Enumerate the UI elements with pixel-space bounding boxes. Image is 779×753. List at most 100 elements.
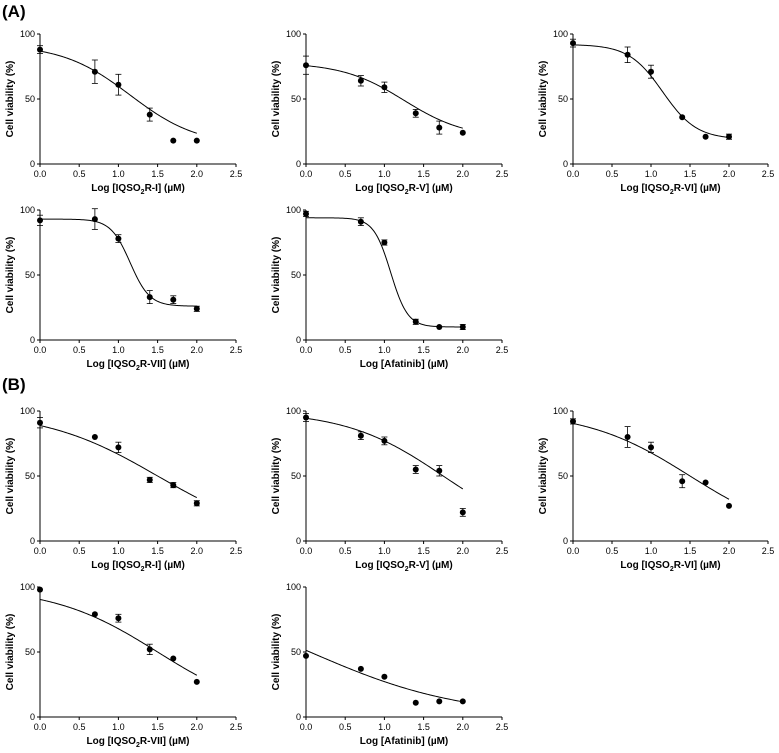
data-point [726,133,732,140]
y-axis-title: Cell viability (%) [271,237,282,314]
data-point [702,133,709,140]
x-axis-title: Log [IQSO2R-V] (µM) [355,183,452,196]
data-point [146,476,153,483]
data-point [726,502,732,509]
x-tick-label: 0.0 [567,169,580,179]
data-point [170,655,177,662]
data-point [170,296,177,303]
x-tick-label: 2.0 [457,169,470,179]
x-axis-title: Log [IQSO2R-I] (µM) [91,560,185,573]
data-point [357,77,364,84]
x-axis-title-rest: R-VII] (µM) [140,359,190,370]
fit-curve [305,65,463,129]
chart-b-8: 0.0 0.5 1.0 1.5 2.0 2.5 0 50 100 Log [IQSO2R-VI] … [538,406,774,573]
y-tick-label: 0 [30,536,35,546]
x-axis-title-subscript: 2 [670,566,674,573]
data-point [459,509,466,516]
x-tick-label: 0.0 [300,169,313,179]
data-point [37,419,43,426]
data-point [412,110,419,117]
y-tick-label: 0 [30,159,35,169]
data-point [459,324,466,330]
chart-b-7: 0.0 0.5 1.0 1.5 2.0 2.5 0 50 100 Log [IQSO2R-V] (… [271,406,508,573]
data-point [303,652,309,659]
x-tick-label: 2.0 [457,345,470,355]
y-tick-label: 50 [558,94,568,104]
fit-curve [306,217,463,328]
data-point [412,699,419,706]
y-tick-label: 0 [296,159,301,169]
data-point [115,235,122,242]
y-axis-title: Cell viability (%) [538,61,549,138]
x-axis-title-subscript: 2 [136,365,140,372]
chart-a-5: 0.0 0.5 1.0 1.5 2.0 2.5 0 50 100 Log [Afatinib] (… [271,205,508,370]
y-axis-title: Cell viability (%) [538,438,549,515]
x-tick-label: 2.5 [230,169,243,179]
y-tick-label: 0 [30,335,35,345]
x-tick-label: 0.0 [567,546,580,556]
x-tick-label: 0.5 [73,722,86,732]
y-axis-title: Cell viability (%) [5,237,16,314]
data-point [357,432,364,439]
chart-b-9: 0.0 0.5 1.0 1.5 2.0 2.5 0 50 100 Log [IQSO2R-VII]… [5,582,242,749]
x-tick-label: 2.0 [191,722,204,732]
y-tick-label: 50 [291,270,301,280]
x-tick-label: 2.5 [496,722,509,732]
fit-curve [39,425,198,499]
fit-curve [40,218,197,307]
x-axis-title-rest: R-V] (µM) [409,183,453,194]
x-tick-label: 0.5 [339,722,352,732]
x-tick-label: 1.0 [378,546,391,556]
fit-curve [305,417,464,490]
y-tick-label: 100 [20,205,35,215]
x-axis-title: Log [IQSO2R-VII] (µM) [87,359,190,372]
y-tick-label: 0 [30,712,35,722]
charts: 0.0 0.5 1.0 1.5 2.0 2.5 0 50 100 Log [IQSO2R-I] (… [5,29,774,749]
x-tick-label: 0.0 [34,345,47,355]
x-tick-label: 2.5 [496,169,509,179]
data-point [381,437,388,444]
chart-a-2: 0.0 0.5 1.0 1.5 2.0 2.5 0 50 100 Log [IQSO2R-V] (… [271,29,508,196]
data-point [37,217,43,224]
chart-b-10: 0.0 0.5 1.0 1.5 2.0 2.5 0 50 100 Log [Afatinib] (… [271,582,508,747]
x-tick-label: 0.5 [339,169,352,179]
x-tick-label: 1.0 [645,169,658,179]
data-point [170,482,177,489]
x-tick-label: 0.5 [339,345,352,355]
x-axis-title-main: Log [IQSO [91,560,141,571]
x-axis-title: Log [IQSO2R-V] (µM) [355,560,452,573]
x-tick-label: 1.5 [417,722,430,732]
data-point [679,478,686,485]
x-tick-label: 1.0 [645,546,658,556]
chart-b-6: 0.0 0.5 1.0 1.5 2.0 2.5 0 50 100 Log [IQSO2R-I] (… [5,406,242,573]
x-tick-label: 2.5 [496,546,509,556]
data-point [381,673,388,680]
x-axis-title: Log [Afatinib] (µM) [360,359,449,370]
x-tick-label: 1.5 [151,345,164,355]
data-point [303,210,309,217]
y-tick-label: 0 [296,536,301,546]
x-tick-label: 0.5 [606,169,619,179]
y-tick-label: 50 [25,471,35,481]
data-point [91,68,98,75]
x-tick-label: 0.0 [300,345,313,355]
x-tick-label: 0.0 [300,722,313,732]
x-axis-title-rest: R-VI] (µM) [674,183,721,194]
x-tick-label: 1.0 [112,169,125,179]
chart-a-1: 0.0 0.5 1.0 1.5 2.0 2.5 0 50 100 Log [IQSO2R-I] (… [5,29,242,196]
data-point [436,698,443,705]
x-tick-label: 2.0 [191,345,204,355]
x-tick-label: 2.5 [230,345,243,355]
chart-a-4: 0.0 0.5 1.0 1.5 2.0 2.5 0 50 100 Log [IQSO2R-VII]… [5,205,242,372]
x-axis-title-main: Log [IQSO [87,736,137,747]
y-tick-label: 100 [553,29,568,39]
data-point [146,646,153,653]
data-point [570,40,576,47]
x-tick-label: 2.5 [496,345,509,355]
y-axis-title: Cell viability (%) [271,61,282,138]
y-axis-title: Cell viability (%) [271,614,282,691]
x-axis-title-rest: R-VII] (µM) [140,736,190,747]
y-axis-title: Cell viability (%) [271,438,282,515]
x-tick-label: 0.0 [300,546,313,556]
